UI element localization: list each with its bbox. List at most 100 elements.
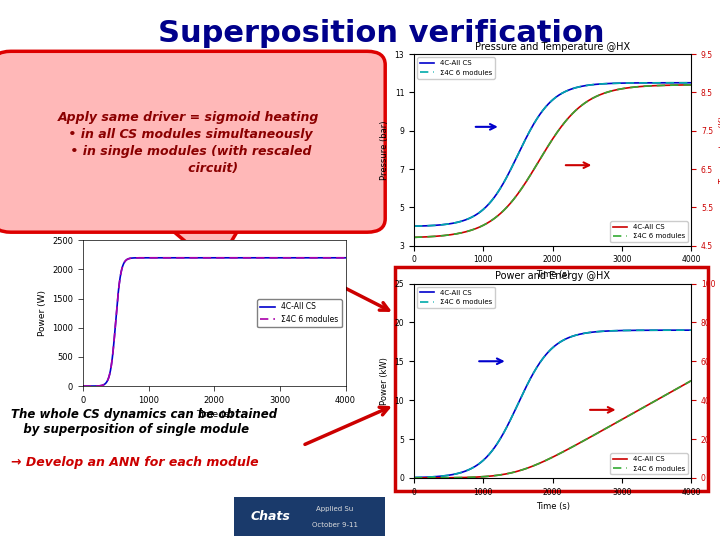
4C-All CS bbox=[573, 84, 582, 91]
FancyBboxPatch shape bbox=[0, 51, 385, 232]
Σ4C 6 modules bbox=[573, 106, 582, 112]
Line: 4C-All CS: 4C-All CS bbox=[414, 330, 691, 477]
Legend: 4C-All CS, Σ4C 6 modules: 4C-All CS, Σ4C 6 modules bbox=[611, 221, 688, 242]
Y-axis label: Power (kW): Power (kW) bbox=[380, 357, 389, 404]
Line: 4C-All CS: 4C-All CS bbox=[83, 258, 346, 386]
Σ4C 6 modules bbox=[618, 85, 627, 92]
Line: 4C-All CS: 4C-All CS bbox=[414, 85, 691, 238]
4C-All CS bbox=[595, 81, 603, 87]
Line: Σ4C 6 modules: Σ4C 6 modules bbox=[414, 83, 691, 226]
Σ4C 6 modules bbox=[208, 254, 217, 261]
4C-All CS bbox=[595, 92, 603, 98]
4C-All CS bbox=[481, 221, 490, 227]
4C-All CS bbox=[234, 254, 243, 261]
Σ4C 6 modules bbox=[595, 429, 603, 435]
Σ4C 6 modules bbox=[535, 360, 544, 367]
Legend: 4C-All CS, Σ4C 6 modules: 4C-All CS, Σ4C 6 modules bbox=[418, 57, 495, 78]
Line: Σ4C 6 modules: Σ4C 6 modules bbox=[414, 85, 691, 238]
4C-All CS bbox=[459, 218, 467, 224]
Polygon shape bbox=[162, 217, 241, 220]
Text: Apply same driver = sigmoid heating
 • in all CS modules simultaneously
 • in si: Apply same driver = sigmoid heating • in… bbox=[58, 111, 320, 175]
Legend: 4C-All CS, Σ4C 6 modules: 4C-All CS, Σ4C 6 modules bbox=[611, 454, 688, 475]
4C-All CS bbox=[254, 254, 263, 261]
4C-All CS bbox=[459, 229, 467, 235]
4C-All CS bbox=[573, 441, 582, 448]
4C-All CS bbox=[410, 474, 418, 481]
Σ4C 6 modules bbox=[573, 84, 582, 91]
Σ4C 6 modules bbox=[234, 254, 243, 261]
4C-All CS bbox=[535, 460, 544, 467]
Line: Σ4C 6 modules: Σ4C 6 modules bbox=[83, 258, 346, 386]
Text: Superposition verification: Superposition verification bbox=[158, 19, 605, 48]
4C-All CS bbox=[459, 469, 467, 475]
4C-All CS bbox=[618, 85, 627, 92]
FancyBboxPatch shape bbox=[234, 497, 385, 536]
Σ4C 6 modules bbox=[410, 475, 418, 481]
4C-All CS bbox=[595, 328, 603, 335]
Σ4C 6 modules bbox=[197, 254, 206, 261]
Σ4C 6 modules bbox=[410, 234, 418, 241]
4C-All CS bbox=[687, 377, 696, 384]
Σ4C 6 modules bbox=[535, 460, 544, 467]
Σ4C 6 modules bbox=[410, 474, 418, 481]
Σ4C 6 modules bbox=[535, 157, 544, 164]
Σ4C 6 modules bbox=[481, 455, 490, 462]
Σ4C 6 modules bbox=[573, 441, 582, 448]
Text: The whole CS dynamics can be obtained
   by superposition of single module: The whole CS dynamics can be obtained by… bbox=[11, 408, 277, 436]
4C-All CS bbox=[276, 254, 285, 261]
4C-All CS bbox=[618, 80, 627, 86]
Σ4C 6 modules bbox=[687, 377, 696, 384]
Legend: 4C-All CS, Σ4C 6 modules: 4C-All CS, Σ4C 6 modules bbox=[257, 299, 342, 327]
Σ4C 6 modules bbox=[125, 255, 134, 262]
4C-All CS bbox=[535, 360, 544, 367]
X-axis label: Time (s): Time (s) bbox=[196, 410, 233, 420]
4C-All CS bbox=[410, 234, 418, 241]
Σ4C 6 modules bbox=[481, 221, 490, 227]
Σ4C 6 modules bbox=[481, 473, 490, 480]
Σ4C 6 modules bbox=[481, 204, 490, 211]
4C-All CS bbox=[595, 429, 603, 435]
Σ4C 6 modules bbox=[341, 254, 350, 261]
Σ4C 6 modules bbox=[595, 92, 603, 98]
Σ4C 6 modules bbox=[78, 383, 87, 389]
Σ4C 6 modules bbox=[618, 416, 627, 422]
4C-All CS bbox=[459, 474, 467, 481]
Σ4C 6 modules bbox=[618, 80, 627, 86]
Σ4C 6 modules bbox=[573, 332, 582, 338]
4C-All CS bbox=[687, 79, 696, 86]
Σ4C 6 modules bbox=[618, 327, 627, 334]
Line: 4C-All CS: 4C-All CS bbox=[414, 83, 691, 226]
4C-All CS bbox=[125, 255, 134, 262]
Line: Σ4C 6 modules: Σ4C 6 modules bbox=[414, 330, 691, 477]
Title: Pressure and Temperature @HX: Pressure and Temperature @HX bbox=[475, 42, 630, 52]
Line: Σ4C 6 modules: Σ4C 6 modules bbox=[414, 381, 691, 478]
Σ4C 6 modules bbox=[535, 112, 544, 118]
Σ4C 6 modules bbox=[595, 81, 603, 87]
4C-All CS bbox=[535, 157, 544, 164]
Σ4C 6 modules bbox=[459, 469, 467, 475]
4C-All CS bbox=[573, 106, 582, 112]
Σ4C 6 modules bbox=[254, 254, 263, 261]
4C-All CS bbox=[78, 383, 87, 389]
Σ4C 6 modules bbox=[459, 229, 467, 235]
4C-All CS bbox=[197, 254, 206, 261]
Σ4C 6 modules bbox=[687, 79, 696, 86]
4C-All CS bbox=[687, 82, 696, 88]
Legend: 4C-All CS, Σ4C 6 modules: 4C-All CS, Σ4C 6 modules bbox=[418, 287, 495, 308]
4C-All CS bbox=[618, 416, 627, 422]
4C-All CS bbox=[208, 254, 217, 261]
Σ4C 6 modules bbox=[146, 254, 155, 261]
Title: Power and Energy @HX: Power and Energy @HX bbox=[495, 271, 610, 281]
4C-All CS bbox=[341, 254, 350, 261]
Σ4C 6 modules bbox=[459, 474, 467, 481]
Polygon shape bbox=[158, 219, 245, 267]
4C-All CS bbox=[687, 327, 696, 333]
Σ4C 6 modules bbox=[276, 254, 285, 261]
4C-All CS bbox=[573, 332, 582, 338]
Y-axis label: Temperature (K): Temperature (K) bbox=[719, 116, 720, 184]
Text: Chats: Chats bbox=[250, 510, 290, 523]
4C-All CS bbox=[618, 327, 627, 334]
Σ4C 6 modules bbox=[410, 223, 418, 230]
Y-axis label: Power (W): Power (W) bbox=[37, 290, 47, 336]
4C-All CS bbox=[481, 473, 490, 480]
